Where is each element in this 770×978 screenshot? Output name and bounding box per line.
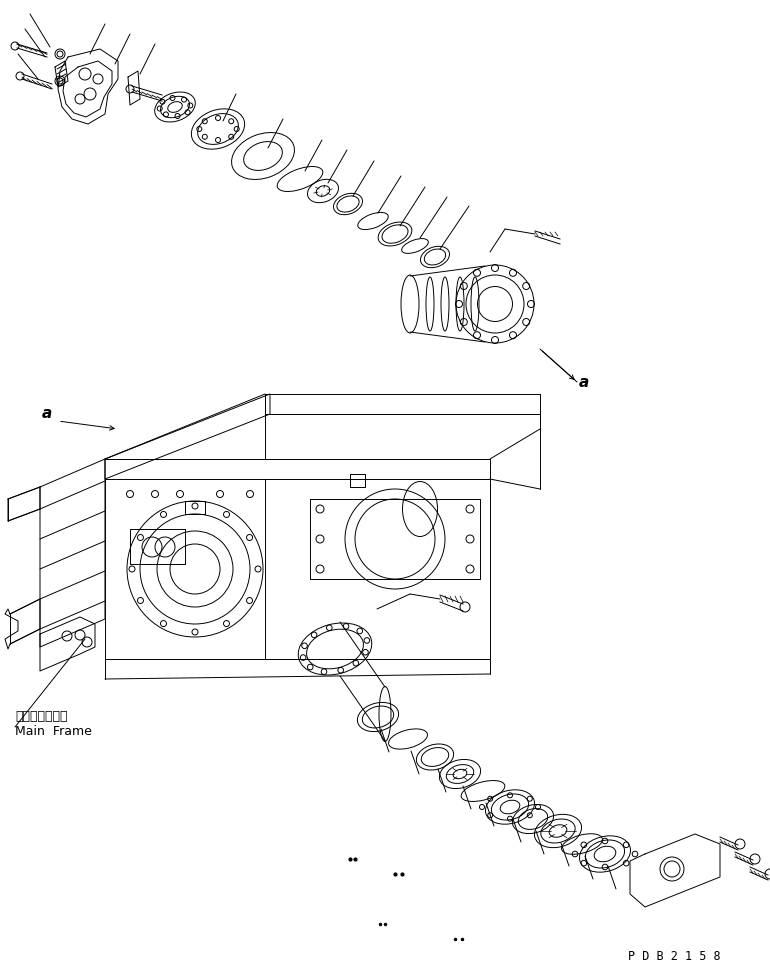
Text: a: a (42, 406, 52, 421)
Text: P D B 2 1 5 8: P D B 2 1 5 8 (628, 949, 721, 962)
Text: メインフレーム: メインフレーム (15, 709, 68, 723)
Text: a: a (579, 375, 589, 389)
Text: Main  Frame: Main Frame (15, 725, 92, 737)
